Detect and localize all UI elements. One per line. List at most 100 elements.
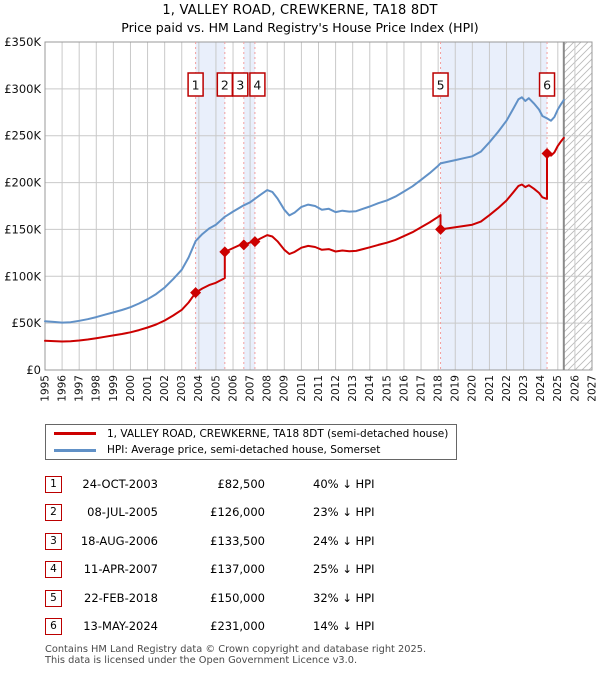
hpi-line — [44, 96, 565, 324]
legend-label-hpi: HPI: Average price, semi-detached house,… — [107, 444, 381, 457]
svg-text:4: 4 — [253, 78, 261, 93]
svg-text:2003: 2003 — [176, 375, 188, 402]
svg-text:2026: 2026 — [569, 375, 581, 402]
svg-text:2027: 2027 — [586, 375, 598, 402]
transaction-row-1: 1 24-OCT-2003 £82,500 40% ↓ HPI — [0, 476, 600, 496]
transaction-row-6: 6 13-MAY-2024 £231,000 14% ↓ HPI — [0, 618, 600, 638]
transaction-vs-hpi: 24% ↓ HPI — [313, 533, 375, 548]
transaction-vs-hpi: 23% ↓ HPI — [313, 505, 375, 520]
plot-frame — [44, 41, 593, 371]
svg-text:£0: £0 — [26, 363, 41, 377]
transaction-vs-hpi: 40% ↓ HPI — [313, 477, 375, 491]
ownership-band — [243, 42, 255, 370]
svg-text:6: 6 — [543, 78, 551, 93]
transaction-price: £137,000 — [210, 562, 265, 577]
price-paid-line-swatch — [54, 432, 96, 436]
svg-text:£350K: £350K — [4, 35, 41, 49]
svg-text:1998: 1998 — [91, 375, 103, 402]
svg-text:2021: 2021 — [484, 375, 496, 402]
svg-text:2018: 2018 — [433, 375, 445, 402]
svg-text:2: 2 — [221, 78, 229, 93]
sale-marker-2 — [219, 246, 231, 258]
svg-text:2016: 2016 — [398, 375, 410, 402]
sale-label-6: 6 — [538, 72, 556, 97]
transaction-vs-hpi: 32% ↓ HPI — [313, 590, 375, 605]
transaction-number-badge: 1 — [45, 476, 62, 493]
legend-row-hpi: HPI: Average price, semi-detached house,… — [46, 443, 456, 458]
svg-text:2011: 2011 — [313, 375, 325, 402]
svg-text:1997: 1997 — [74, 375, 86, 402]
chart-legend: 1, VALLEY ROAD, CREWKERNE, TA18 8DT (sem… — [45, 424, 457, 460]
sale-marker-3 — [238, 239, 250, 251]
x-axis-labels: 1995 1996 1997 1998 1999 2000 2001 2002 2003 2004… — [39, 375, 598, 402]
svg-text:£300K: £300K — [4, 82, 41, 96]
legend-label-price-paid: 1, VALLEY ROAD, CREWKERNE, TA18 8DT (sem… — [107, 427, 449, 440]
transaction-date: 11-APR-2007 — [83, 562, 158, 577]
svg-text:2001: 2001 — [142, 375, 154, 402]
svg-text:2015: 2015 — [381, 375, 393, 402]
ownership-band — [440, 42, 548, 370]
y-axis-labels: £0 £50K £100K £150K £200K £250K £300K £350K — [4, 35, 41, 377]
svg-text:5: 5 — [437, 78, 445, 93]
transaction-number-badge: 3 — [45, 532, 62, 550]
svg-text:2013: 2013 — [347, 375, 359, 402]
svg-text:2019: 2019 — [450, 375, 462, 402]
transaction-price: £231,000 — [210, 619, 265, 634]
license-footer: Contains HM Land Registry data © Crown c… — [45, 644, 585, 666]
sale-label-1: 1 — [187, 72, 204, 97]
transaction-number-badge: 4 — [45, 561, 62, 579]
transaction-price: £126,000 — [210, 505, 265, 520]
sale-marker-4 — [249, 236, 261, 248]
svg-text:2010: 2010 — [296, 375, 308, 402]
page-title: 1, VALLEY ROAD, CREWKERNE, TA18 8DT — [162, 3, 438, 18]
svg-text:1996: 1996 — [56, 375, 68, 402]
svg-text:2025: 2025 — [552, 375, 564, 402]
svg-text:2020: 2020 — [467, 375, 479, 402]
sale-label-2: 2 — [216, 72, 234, 97]
sale-marker-1 — [190, 287, 202, 299]
svg-text:2017: 2017 — [415, 375, 427, 402]
svg-text:1999: 1999 — [108, 375, 120, 402]
svg-text:£50K: £50K — [12, 316, 42, 330]
sale-label-4: 4 — [249, 72, 266, 97]
future-hatch-region — [563, 42, 592, 370]
svg-text:1995: 1995 — [39, 375, 51, 402]
footer-line1: Contains HM Land Registry data © Crown c… — [45, 644, 427, 655]
svg-text:2008: 2008 — [262, 375, 274, 402]
transaction-vs-hpi: 25% ↓ HPI — [313, 562, 375, 577]
transaction-date: 24-OCT-2003 — [82, 477, 158, 491]
transaction-number-badge: 6 — [45, 618, 62, 636]
sale-markers — [190, 148, 553, 299]
transaction-date: 08-JUL-2005 — [87, 505, 158, 520]
transaction-date: 13-MAY-2024 — [83, 619, 158, 634]
svg-text:2007: 2007 — [244, 375, 256, 402]
sale-label-3: 3 — [232, 72, 249, 97]
sale-marker-5 — [435, 223, 447, 235]
svg-text:2022: 2022 — [501, 375, 513, 402]
page-subtitle: Price paid vs. HM Land Registry's House … — [121, 20, 479, 35]
svg-text:2006: 2006 — [227, 375, 239, 402]
svg-text:2004: 2004 — [193, 375, 205, 402]
svg-text:£200K: £200K — [4, 176, 41, 190]
transaction-date: 22-FEB-2018 — [84, 590, 158, 605]
svg-text:2000: 2000 — [125, 375, 137, 402]
footer-line2: This data is licensed under the Open Gov… — [45, 654, 358, 666]
svg-text:£250K: £250K — [4, 129, 41, 143]
svg-text:2009: 2009 — [279, 375, 291, 402]
transaction-number-badge: 2 — [45, 504, 62, 522]
svg-text:2002: 2002 — [159, 375, 171, 402]
svg-text:£100K: £100K — [4, 269, 41, 283]
svg-text:£150K: £150K — [4, 222, 41, 236]
svg-text:2014: 2014 — [364, 375, 376, 402]
transaction-date: 18-AUG-2006 — [80, 533, 158, 548]
transaction-vs-hpi: 14% ↓ HPI — [313, 619, 375, 634]
transaction-row-2: 2 08-JUL-2005 £126,000 23% ↓ HPI — [0, 504, 600, 524]
svg-text:1: 1 — [192, 78, 200, 93]
svg-text:2012: 2012 — [330, 375, 342, 402]
sale-label-5: 5 — [432, 72, 449, 97]
svg-text:3: 3 — [236, 78, 244, 93]
transaction-row-3: 3 18-AUG-2006 £133,500 24% ↓ HPI — [0, 532, 600, 553]
transaction-price: £150,000 — [210, 590, 265, 605]
price-paid-line — [44, 136, 565, 343]
